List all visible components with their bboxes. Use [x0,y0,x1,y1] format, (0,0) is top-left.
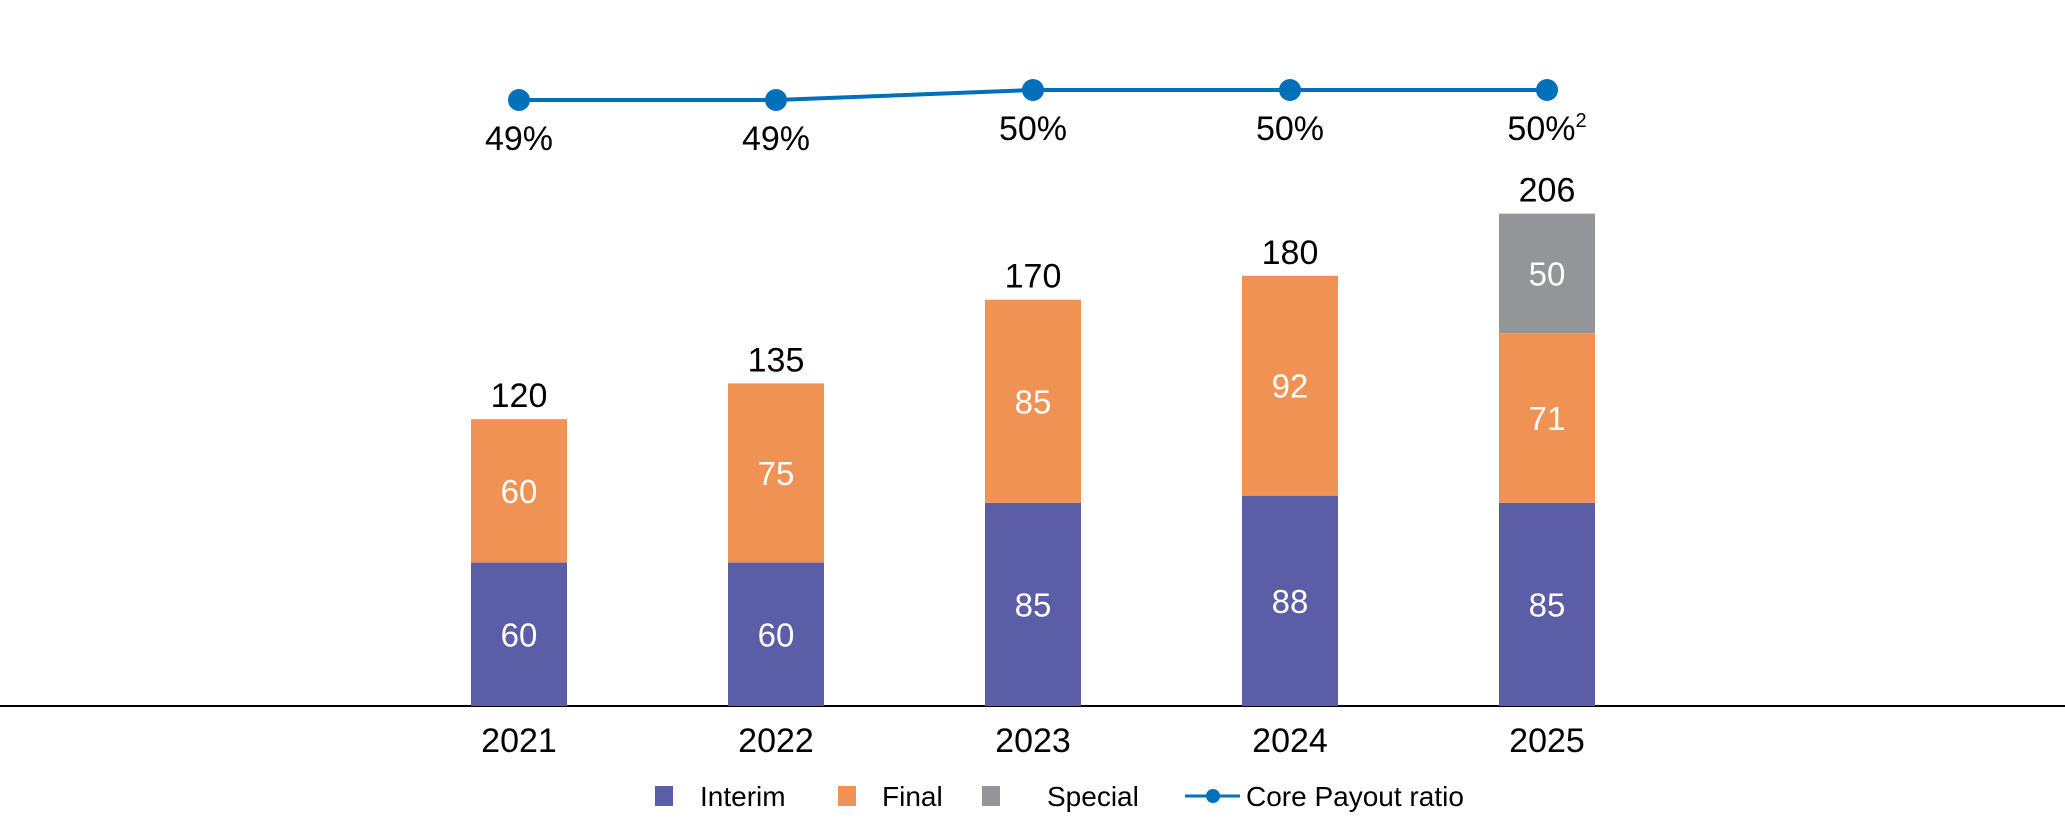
total-label-2022: 135 [748,341,805,379]
total-label-2025: 206 [1519,172,1576,210]
bar-special-2025 [1499,213,1595,334]
payout-ratio-label-2024: 50% [1256,110,1324,148]
bar-final-2025 [1499,333,1595,503]
legend-label-interim: Interim [700,781,786,812]
data-label-final-2024: 92 [1272,368,1309,405]
payout-ratio-value: 50% [1507,110,1575,148]
payout-ratio-point-2023 [1022,79,1044,101]
payout-ratio-label-2023: 50% [999,110,1067,148]
total-label-2021: 120 [491,377,548,415]
data-label-interim-2024: 88 [1272,583,1309,620]
payout-ratio-point-2025 [1536,79,1558,101]
data-label-final-2023: 85 [1015,383,1052,420]
data-label-special-2025: 50 [1529,255,1566,292]
x-tick-label-2024: 2024 [1252,722,1328,760]
bar-interim-2022 [728,562,824,706]
bar-interim-2024 [1242,495,1338,706]
payout-ratio-label-2025: 50%2 [1507,110,1586,148]
bar-final-2024 [1242,275,1338,496]
bar-final-2021 [471,419,567,563]
data-label-interim-2023: 85 [1015,586,1052,623]
data-label-final-2021: 60 [501,473,538,510]
x-tick-label-2022: 2022 [738,722,814,760]
legend-label-final: Final [882,781,943,812]
payout-ratio-value: 50% [1256,110,1324,148]
legend: Interim Final Special Core Payout ratio [655,781,1464,812]
legend-swatch-special [982,786,1000,806]
bar-final-2022 [728,383,824,563]
data-label-interim-2025: 85 [1529,586,1566,623]
payout-ratio-label-2021: 49% [485,120,553,158]
data-label-final-2022: 75 [758,455,795,492]
payout-ratio-point-2021 [508,89,530,111]
data-label-interim-2021: 60 [501,616,538,653]
total-label-2024: 180 [1262,234,1319,272]
x-tick-label-2023: 2023 [995,722,1071,760]
legend-swatch-final [838,786,856,806]
payout-ratio-label-2022: 49% [742,120,810,158]
payout-ratio-point-2024 [1279,79,1301,101]
legend-marker-payout-ratio [1206,789,1220,803]
bar-interim-2021 [471,562,567,706]
data-label-interim-2022: 60 [758,616,795,653]
bar-interim-2025 [1499,502,1595,706]
legend-swatch-interim [655,786,673,806]
total-label-2023: 170 [1005,258,1062,296]
bar-interim-2023 [985,502,1081,706]
footnote-marker: 2 [1575,110,1586,132]
x-tick-label-2021: 2021 [481,722,557,760]
data-label-final-2025: 71 [1529,400,1566,437]
x-tick-label-2025: 2025 [1509,722,1585,760]
legend-label-special: Special [1047,781,1139,812]
bar-final-2023 [985,299,1081,503]
payout-ratio-value: 49% [485,120,553,158]
payout-ratio-value: 49% [742,120,810,158]
payout-ratio-point-2022 [765,89,787,111]
payout-ratio-value: 50% [999,110,1067,148]
legend-label-payout-ratio: Core Payout ratio [1246,781,1464,812]
